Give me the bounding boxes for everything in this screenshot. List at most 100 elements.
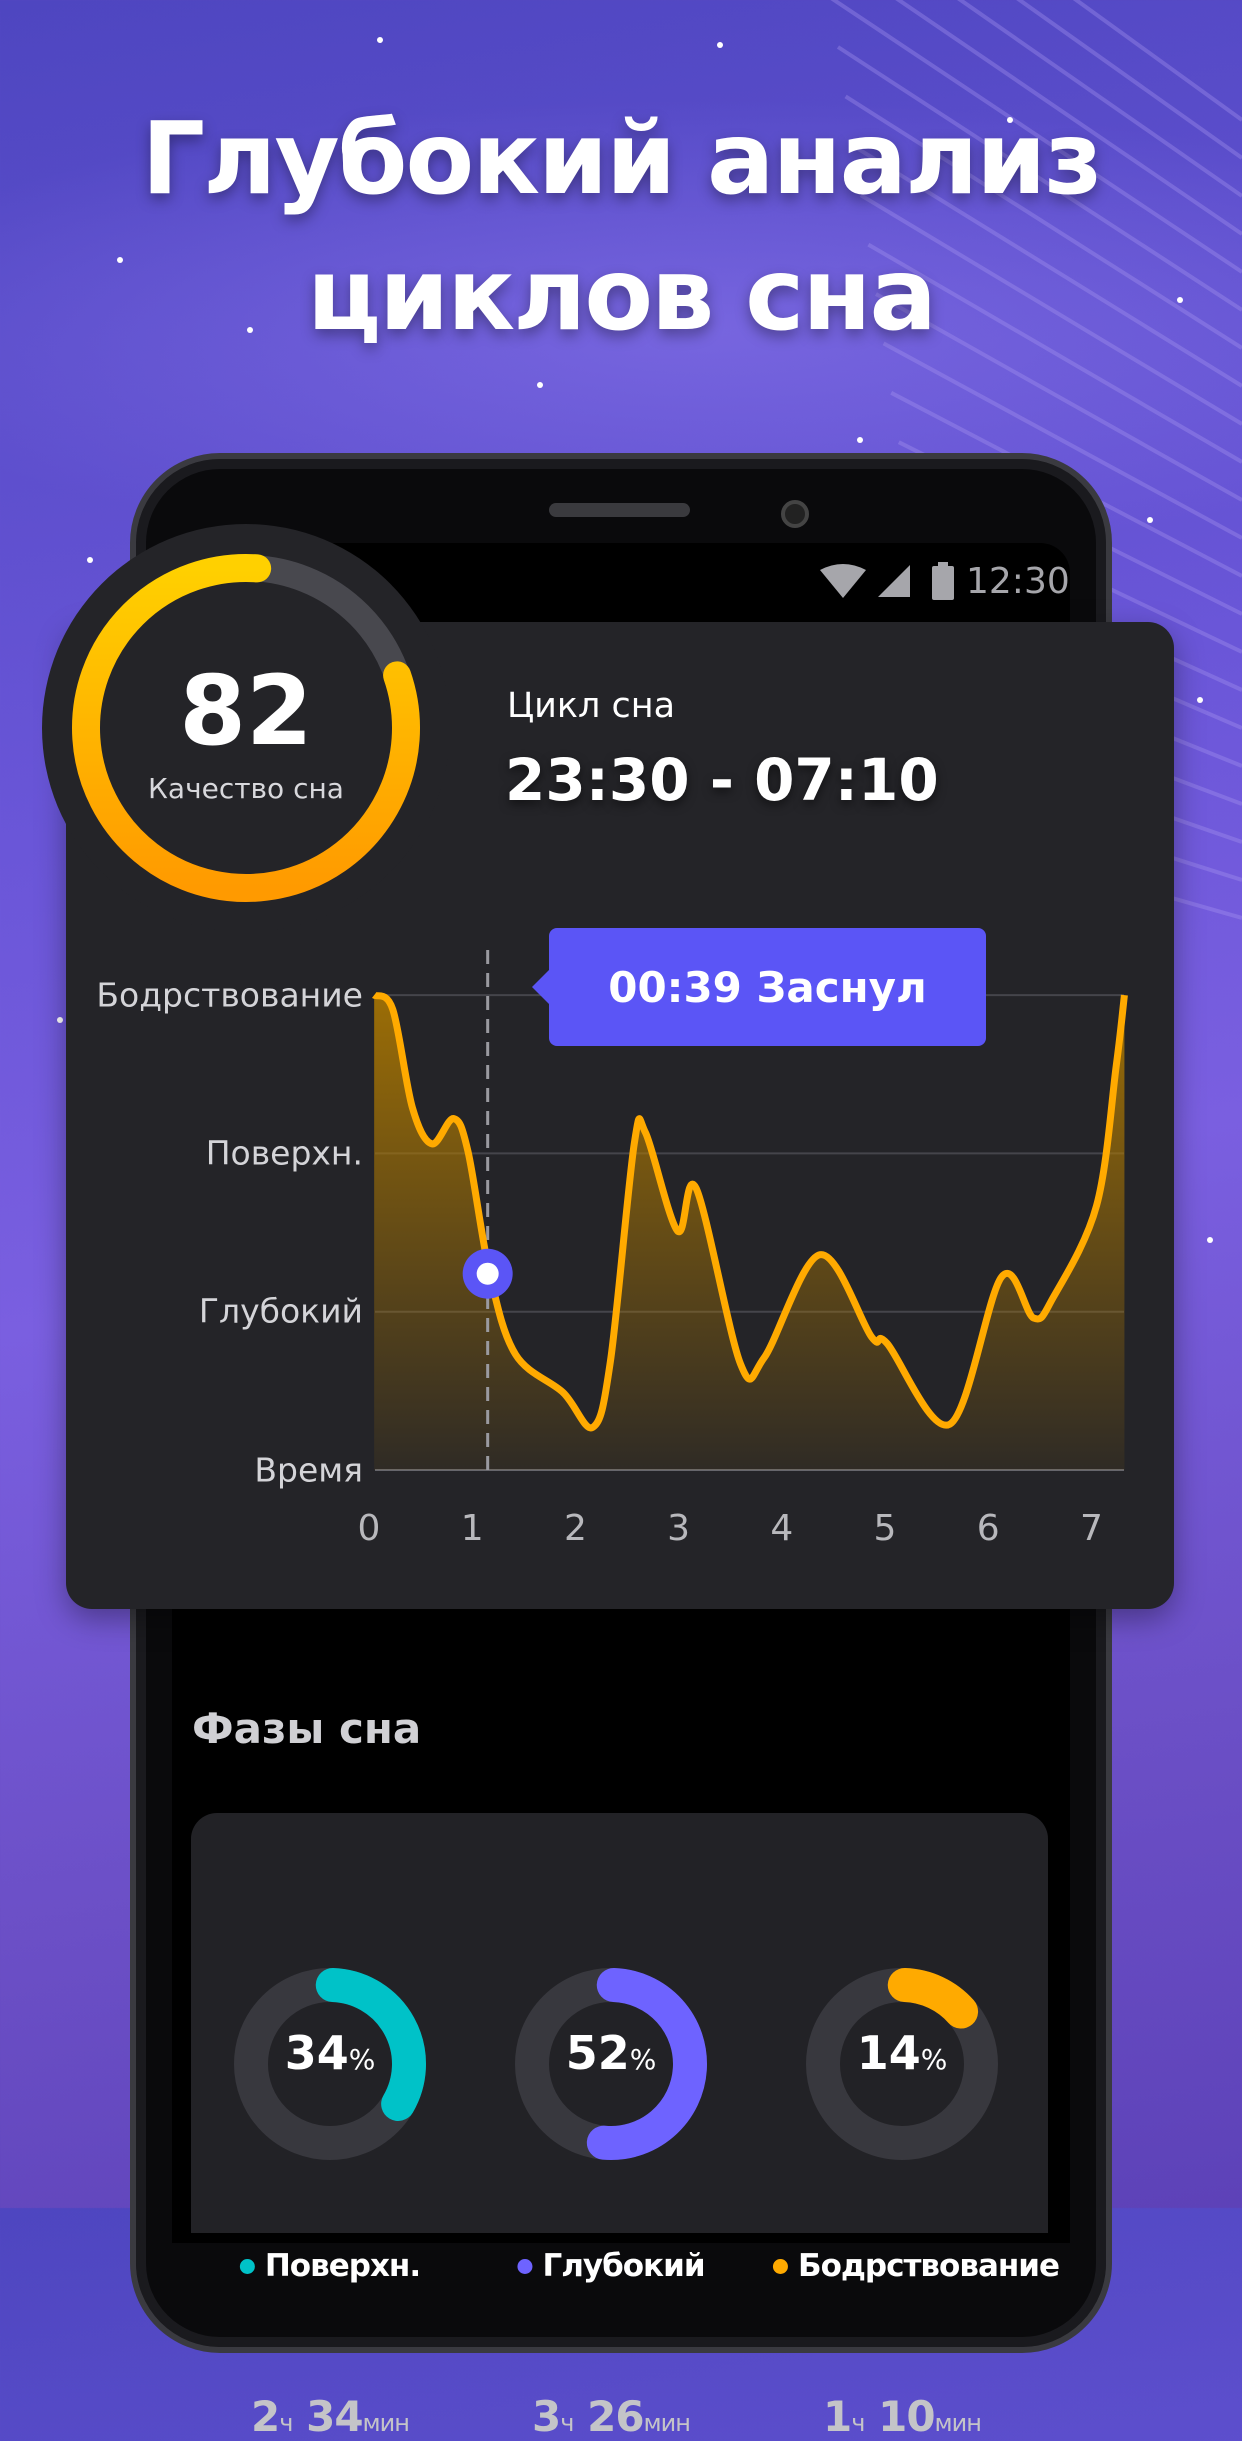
star <box>87 557 93 563</box>
cycle-time-range: 23:30 - 07:10 <box>505 746 939 814</box>
sleep-chart <box>372 950 1128 1471</box>
wifi-icon <box>820 564 866 598</box>
star <box>1177 297 1183 303</box>
star <box>1207 1237 1213 1243</box>
legend-dot-icon <box>517 2258 533 2274</box>
phase-donut <box>234 1968 426 2160</box>
status-time: 12:30 <box>966 560 1070 602</box>
quality-label: Качество сна <box>148 772 344 805</box>
status-bar: 12:30 <box>820 558 1070 604</box>
phase-ring-0: 34% <box>190 1964 470 2164</box>
phase-arc <box>315 1968 426 2121</box>
phase-percent-value: 14 <box>856 2026 921 2080</box>
star <box>1007 117 1013 123</box>
phase-arc <box>887 1968 979 2029</box>
star <box>1147 517 1153 523</box>
background-stripe <box>852 144 1242 388</box>
star <box>117 257 123 263</box>
phases-card <box>191 1813 1048 2233</box>
x-tick-label: 5 <box>873 1508 897 1549</box>
background-stripe <box>957 0 1242 198</box>
x-tick-label: 2 <box>563 1508 587 1549</box>
quality-disc <box>42 524 450 932</box>
y-tick-time: Время <box>254 1450 363 1490</box>
sleep-onset-tooltip: 00:39 Заснул <box>532 928 986 1046</box>
x-tick-label: 0 <box>357 1508 381 1549</box>
phase-donut <box>515 1968 707 2160</box>
background-stripe <box>895 0 1242 236</box>
battery-icon <box>932 562 954 600</box>
phase-duration: 3ч 26мин <box>532 2392 691 2441</box>
sleep-curve <box>372 991 1128 1432</box>
phase-name: Бодрствование <box>797 2248 1060 2284</box>
phase-donut <box>806 1968 998 2160</box>
phase-percent: 52% <box>471 2026 751 2080</box>
legend-dot-icon <box>239 2258 255 2274</box>
percent-sign: % <box>629 2043 657 2076</box>
duration-minutes: 34 <box>292 2392 363 2441</box>
x-tick-label: 3 <box>667 1508 691 1549</box>
y-tick-awake: Бодрствование <box>96 975 363 1015</box>
phase-legend: Глубокий <box>517 2248 706 2284</box>
hours-unit: ч <box>560 2409 574 2437</box>
duration-hours: 1 <box>823 2392 852 2441</box>
percent-sign: % <box>348 2043 376 2076</box>
duration-hours: 2 <box>251 2392 280 2441</box>
background-stripe <box>830 0 1242 274</box>
headline-line-2: циклов сна <box>307 236 937 353</box>
phase-percent: 14% <box>762 2026 1042 2080</box>
star <box>247 327 253 333</box>
sleep-area-fill <box>374 995 1125 1470</box>
duration-hours: 3 <box>532 2392 561 2441</box>
minutes-unit: мин <box>934 2409 982 2437</box>
background-stripe <box>875 292 1242 502</box>
phone-camera <box>781 500 809 528</box>
duration-minutes: 26 <box>573 2392 644 2441</box>
quality-arc <box>72 554 420 902</box>
phases-title: Фазы сна <box>192 1704 422 1753</box>
hours-unit: ч <box>279 2409 293 2437</box>
background-stripe <box>844 94 1242 350</box>
background-stripe <box>836 45 1242 312</box>
legend-dot-icon <box>772 2258 788 2274</box>
background-stripe <box>882 341 1242 540</box>
background-stripe <box>1072 0 1242 122</box>
star <box>1197 697 1203 703</box>
phase-percent-value: 52 <box>565 2026 630 2080</box>
phase-duration: 1ч 10мин <box>823 2392 982 2441</box>
x-tick-label: 6 <box>976 1508 1000 1549</box>
phase-ring-2: 14% <box>762 1964 1042 2164</box>
background-stripe <box>859 193 1242 426</box>
phase-ring-1: 52% <box>471 1964 751 2164</box>
x-tick-label: 4 <box>770 1508 794 1549</box>
star <box>57 1017 63 1023</box>
quality-ring <box>72 554 420 902</box>
star <box>857 437 863 443</box>
star <box>377 37 383 43</box>
y-tick-light: Поверхн. <box>205 1133 363 1173</box>
minutes-unit: мин <box>643 2409 691 2437</box>
signal-icon <box>878 565 910 597</box>
phase-name: Поверхн. <box>264 2248 421 2284</box>
cycle-label: Цикл сна <box>507 686 676 726</box>
phone-speaker <box>549 503 690 517</box>
headline-line-1: Глубокий анализ <box>141 100 1103 217</box>
background-stripe <box>867 242 1242 464</box>
phase-legend: Поверхн. <box>239 2248 421 2284</box>
percent-sign: % <box>920 2043 948 2076</box>
phase-name: Глубокий <box>542 2248 705 2284</box>
y-tick-deep: Глубокий <box>198 1291 363 1331</box>
star <box>717 42 723 48</box>
duration-minutes: 10 <box>864 2392 935 2441</box>
x-tick-label: 7 <box>1079 1508 1103 1549</box>
x-tick-label: 1 <box>460 1508 484 1549</box>
phase-percent-value: 34 <box>284 2026 349 2080</box>
phase-legend: Бодрствование <box>772 2248 1060 2284</box>
background-stripe <box>1016 0 1242 160</box>
phase-duration: 2ч 34мин <box>251 2392 410 2441</box>
sleep-onset-marker-center <box>476 1262 499 1285</box>
phase-percent: 34% <box>190 2026 470 2080</box>
star <box>537 382 543 388</box>
minutes-unit: мин <box>362 2409 410 2437</box>
quality-score: 82 <box>179 655 313 767</box>
